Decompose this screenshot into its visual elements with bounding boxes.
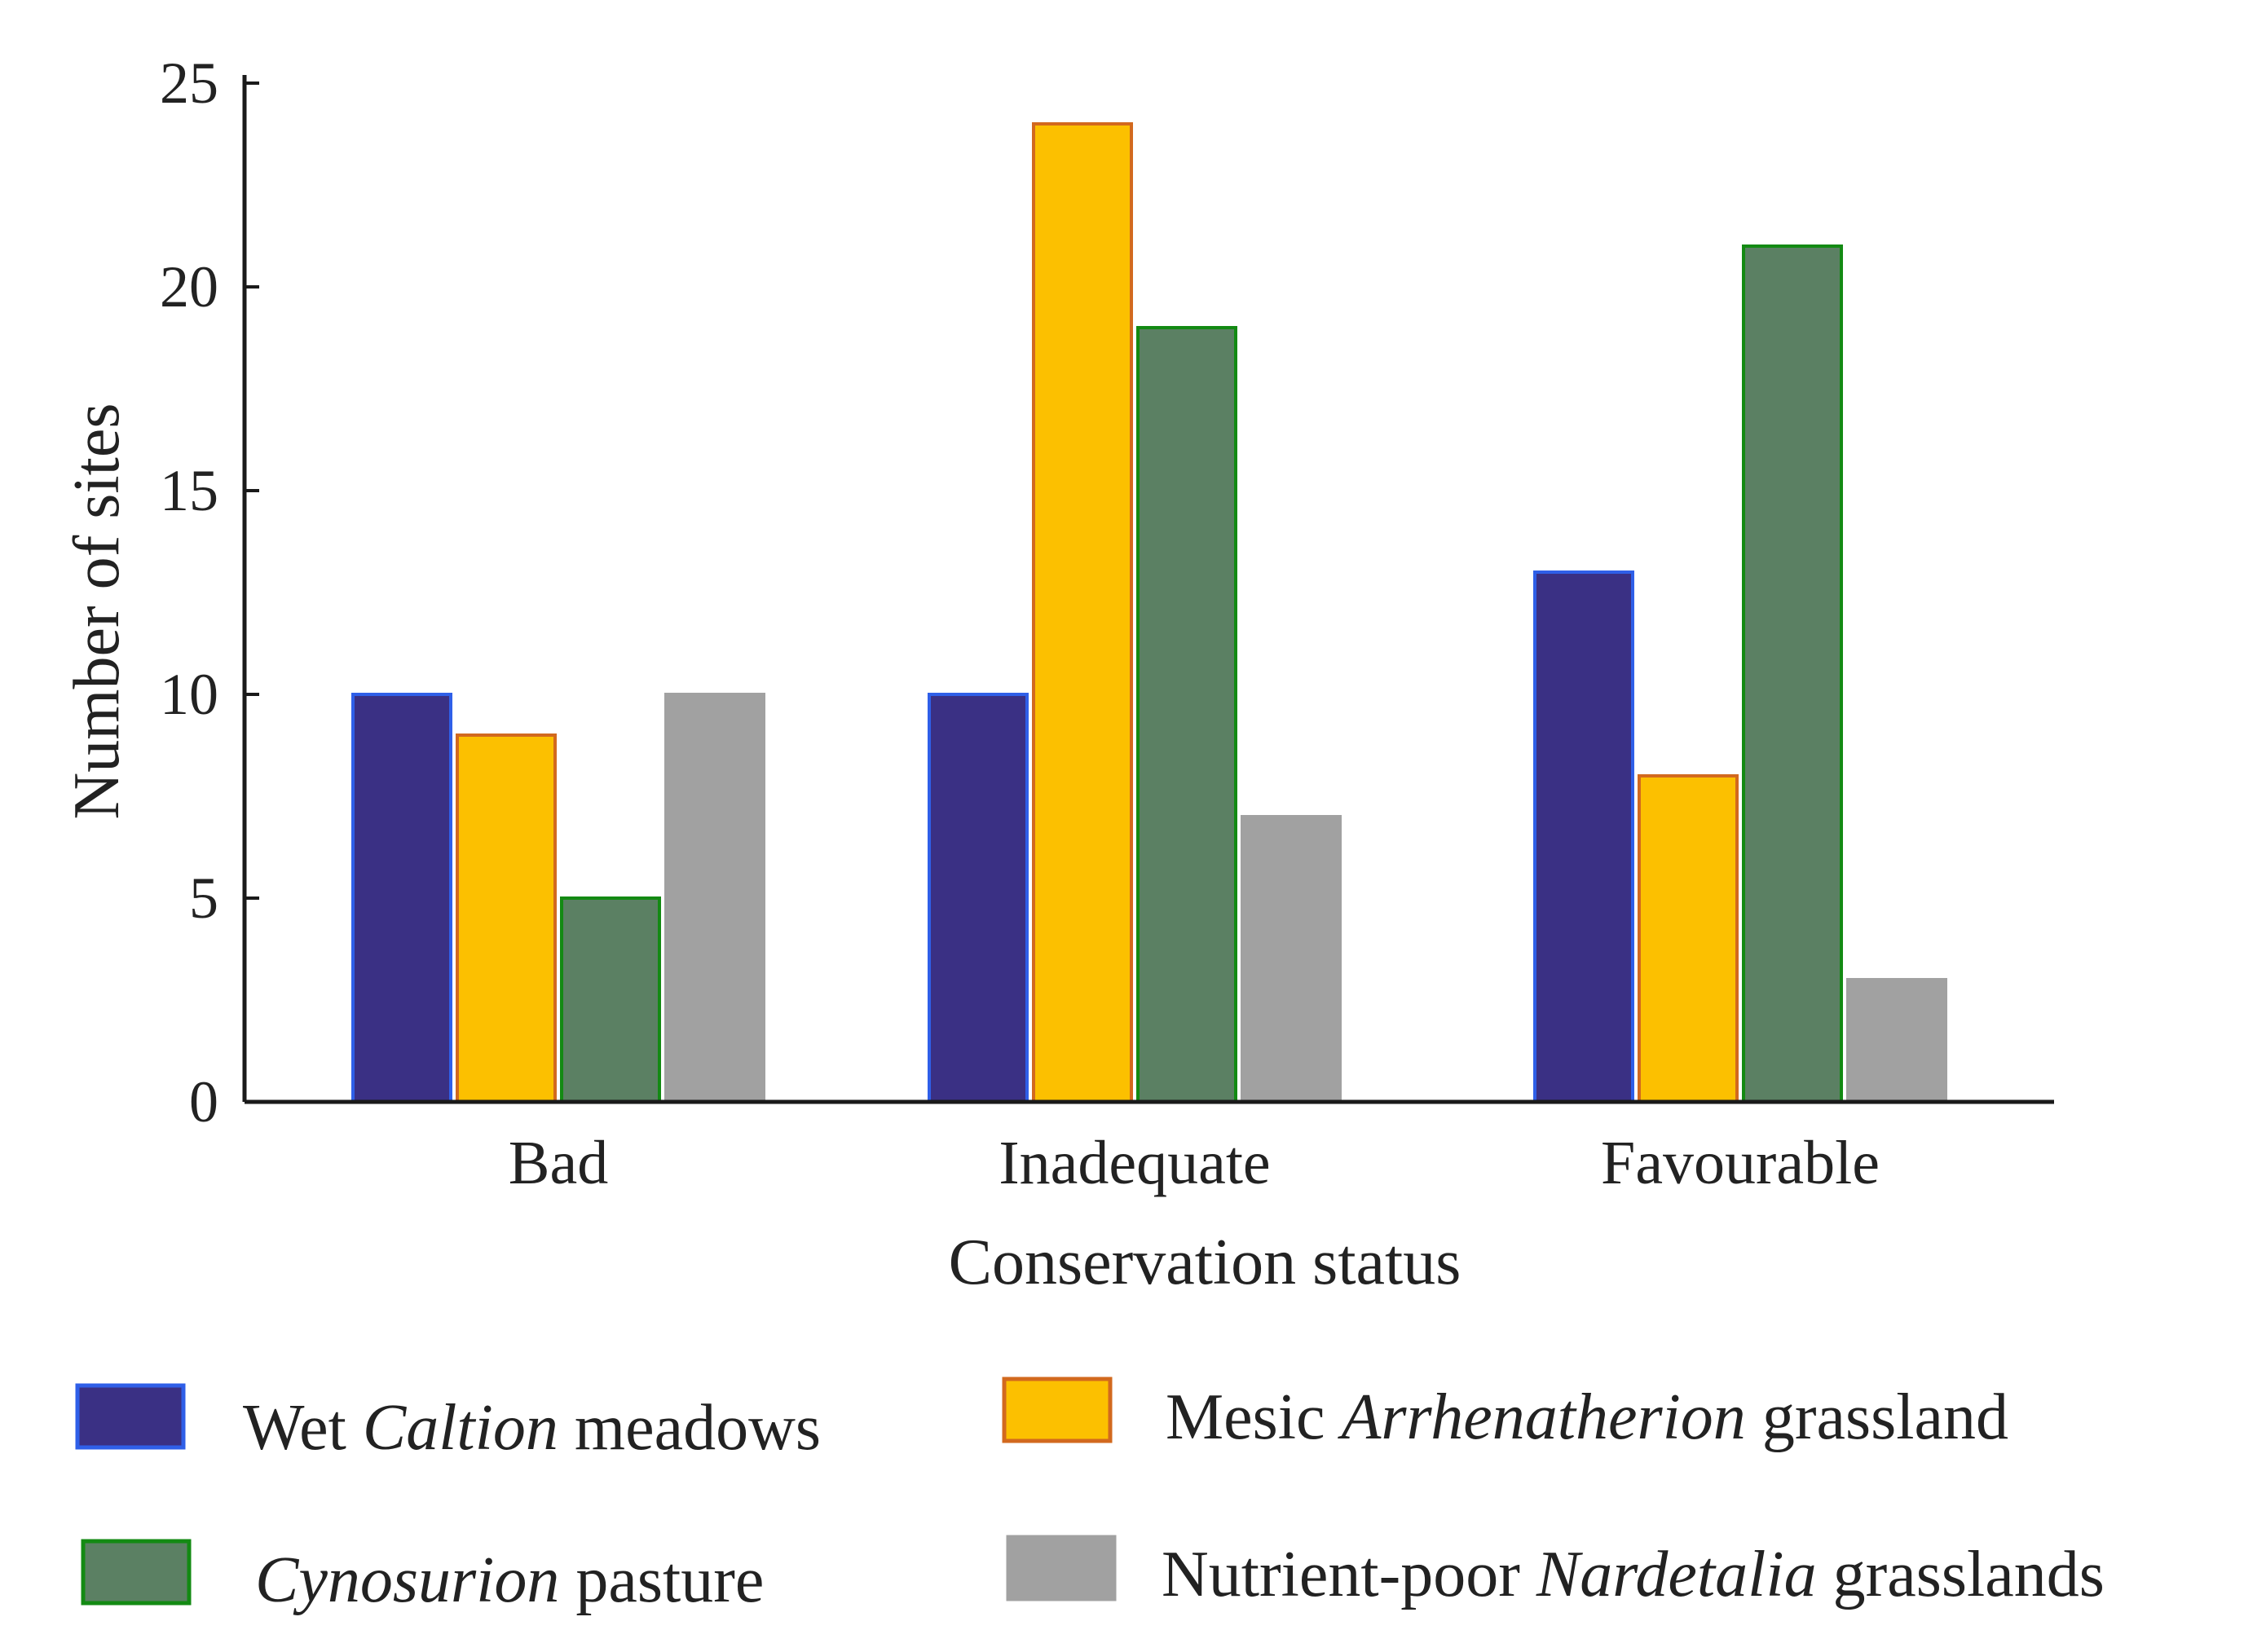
axes-group xyxy=(242,75,2054,1104)
x-labels-group: Bad Inadequate Favourable xyxy=(509,1129,1880,1197)
legend-swatch-4 xyxy=(1006,1535,1117,1601)
x-tick-label-bad: Bad xyxy=(509,1129,608,1197)
y-tick-label: 25 xyxy=(160,51,218,116)
x-axis-title: Conservation status xyxy=(949,1227,1461,1298)
bar-bad-series-1 xyxy=(351,693,452,1104)
bar-favourable-series-2 xyxy=(1638,774,1739,1104)
bar-bad-series-4 xyxy=(664,693,765,1104)
legend: Wet Caltion meadows Mesic Arrhenatherion … xyxy=(75,1377,2105,1616)
bar-inadequate-series-4 xyxy=(1241,815,1342,1104)
legend-label-4: Nutrient-poor Nardetalia grasslands xyxy=(1162,1539,2105,1610)
y-tick-label: 0 xyxy=(189,1069,218,1134)
legend-label-3: Cynosurion pasture xyxy=(255,1544,764,1616)
legend-label-1: Wet Caltion meadows xyxy=(243,1392,821,1464)
bars-group xyxy=(351,122,1947,1104)
bar-favourable-series-4 xyxy=(1846,978,1947,1104)
bar-inadequate-series-3 xyxy=(1136,326,1237,1104)
x-tick-label-inadequate: Inadequate xyxy=(999,1129,1270,1197)
bar-bad-series-2 xyxy=(456,733,557,1104)
bar-inadequate-series-2 xyxy=(1032,122,1133,1104)
legend-swatch-1 xyxy=(75,1383,186,1450)
bar-favourable-series-1 xyxy=(1533,570,1634,1104)
x-tick-label-favourable: Favourable xyxy=(1601,1129,1880,1197)
y-ticks-group: 0 5 10 15 20 25 xyxy=(160,51,259,1134)
legend-swatch-2 xyxy=(1002,1377,1113,1443)
legend-label-2: Mesic Arrhenatherion grassland xyxy=(1166,1381,2008,1453)
y-tick-label: 5 xyxy=(189,866,218,931)
bar-favourable-series-3 xyxy=(1742,244,1843,1104)
bar-bad-series-3 xyxy=(560,896,661,1104)
legend-swatch-3 xyxy=(81,1539,192,1606)
y-tick-label: 20 xyxy=(160,254,218,319)
y-tick-label: 15 xyxy=(160,458,218,523)
y-tick-label: 10 xyxy=(160,662,218,727)
y-axis-title: Number of sites xyxy=(61,403,133,819)
bar-inadequate-series-1 xyxy=(928,693,1029,1104)
